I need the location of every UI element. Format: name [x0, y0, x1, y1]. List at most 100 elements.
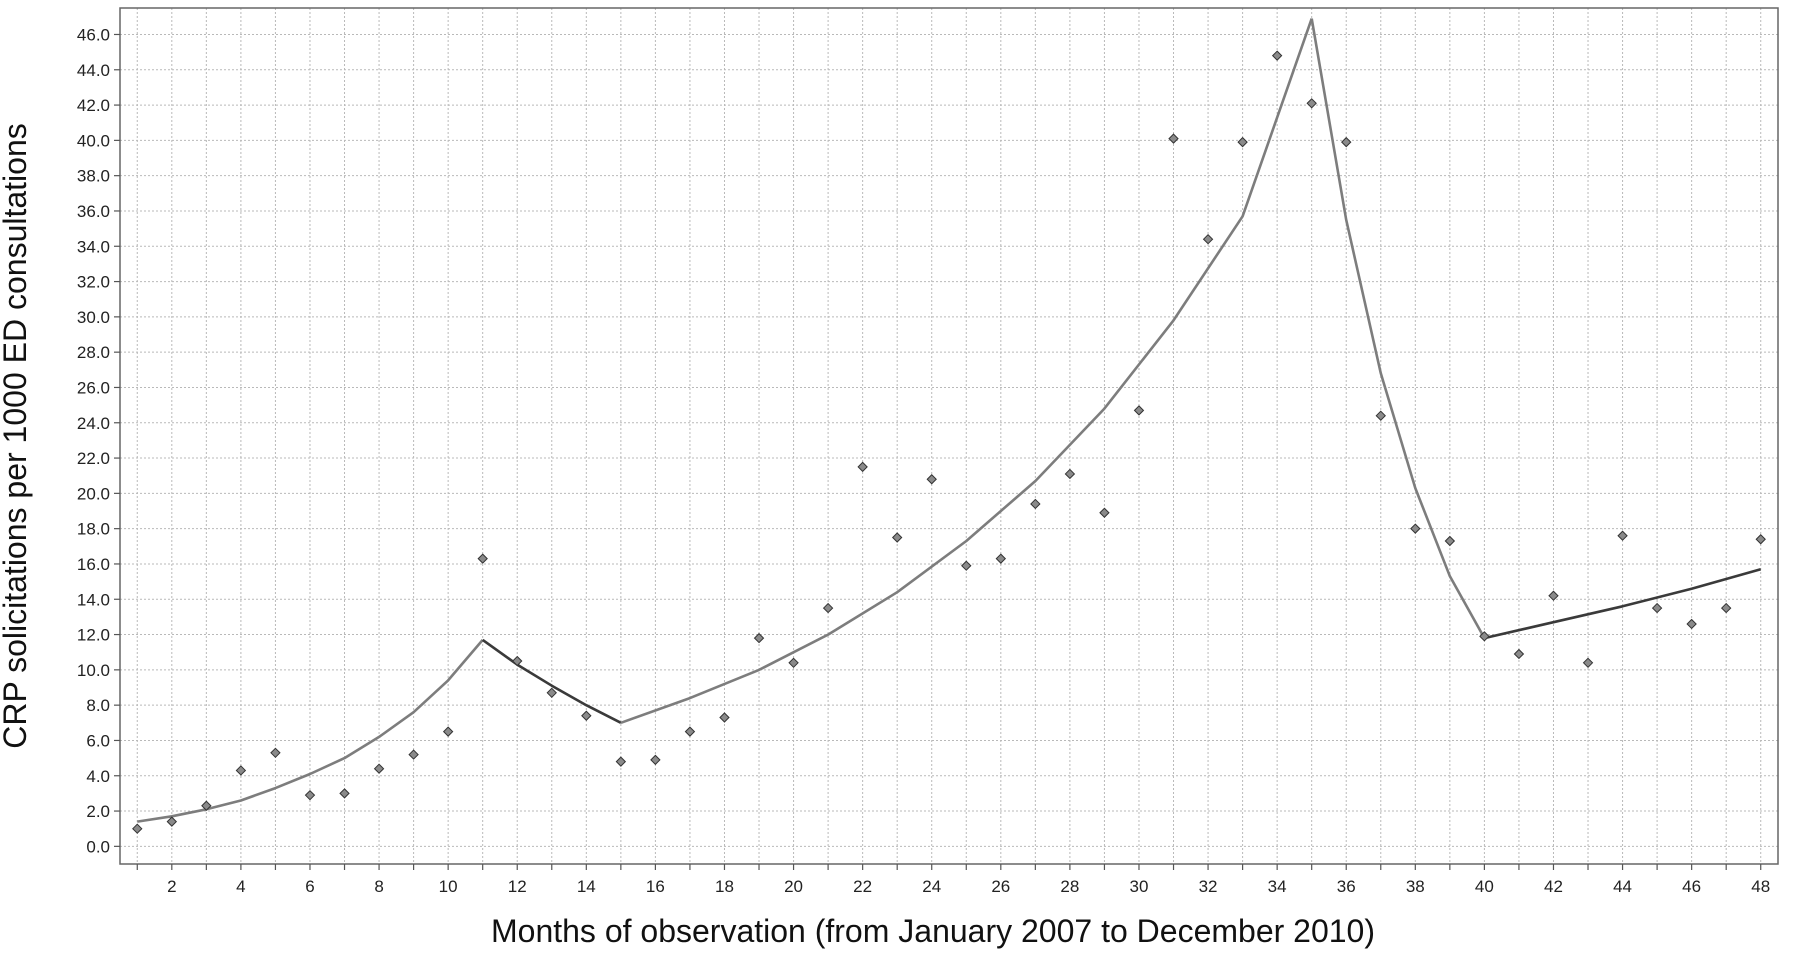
x-tick-label: 36: [1337, 877, 1356, 896]
fit-segment-4: [1310, 18, 1486, 639]
data-point: [1030, 498, 1041, 510]
x-tick-label: 40: [1475, 877, 1494, 896]
y-tick-label: 12.0: [77, 626, 110, 645]
data-point: [1720, 602, 1732, 614]
data-point: [753, 632, 765, 644]
y-tick-label: 6.0: [86, 731, 110, 750]
data-point: [719, 712, 730, 723]
data-point: [1513, 648, 1525, 660]
data-point: [1582, 657, 1594, 669]
data-point: [926, 474, 937, 485]
y-axis-title: CRP solicitations per 1000 ED consultati…: [0, 123, 33, 749]
x-tick-label: 12: [508, 877, 527, 896]
fit-segment-1: [137, 639, 484, 823]
data-point: [1375, 410, 1386, 421]
y-tick-label: 28.0: [77, 343, 110, 362]
x-axis-ticks: 2 4 6 8 10 12 14 16 18 20 22 24 26 28 30 32 34 36 38 40 42 44…: [136, 864, 1770, 896]
data-point: [132, 823, 143, 834]
data-point: [891, 532, 903, 543]
y-tick-label: 36.0: [77, 202, 110, 221]
x-tick-label: 32: [1199, 877, 1218, 896]
x-tick-label: 48: [1751, 877, 1770, 896]
y-tick-label: 42.0: [77, 96, 110, 115]
data-point: [684, 726, 696, 737]
data-point: [1755, 534, 1766, 545]
data-point: [1133, 405, 1145, 416]
data-point: [995, 553, 1007, 564]
y-tick-label: 44.0: [77, 61, 110, 80]
data-point: [1202, 234, 1214, 245]
data-point: [512, 655, 523, 667]
x-tick-label: 18: [715, 877, 734, 896]
data-point: [201, 800, 212, 811]
y-tick-label: 46.0: [77, 25, 110, 44]
plot-frame: [119, 7, 1779, 865]
data-point: [857, 461, 868, 473]
x-tick-label: 38: [1406, 877, 1425, 896]
grid: [120, 8, 1778, 864]
data-point: [270, 747, 281, 759]
y-tick-label: 8.0: [86, 696, 110, 715]
data-point: [581, 710, 592, 721]
data-point: [373, 763, 385, 774]
data-point: [1651, 602, 1663, 614]
y-tick-label: 22.0: [77, 449, 110, 468]
data-point: [408, 749, 419, 760]
data-point: [304, 789, 316, 801]
x-tick-label: 14: [577, 877, 596, 896]
x-tick-label: 20: [784, 877, 803, 896]
y-tick-label: 38.0: [77, 167, 110, 186]
x-tick-label: 44: [1613, 877, 1632, 896]
x-tick-label: 34: [1268, 877, 1287, 896]
data-point: [650, 754, 661, 766]
observed-points: [132, 50, 1766, 834]
x-tick-label: 2: [167, 877, 176, 896]
fit-segment-5: [1484, 568, 1762, 640]
fit-segment-2: [481, 638, 622, 724]
data-point: [1237, 136, 1248, 148]
y-tick-label: 26.0: [77, 378, 110, 397]
data-point: [477, 553, 488, 564]
data-point: [822, 602, 834, 614]
data-point: [1306, 98, 1317, 109]
x-tick-label: 4: [236, 877, 245, 896]
y-tick-label: 4.0: [86, 767, 110, 786]
data-point: [1479, 631, 1490, 642]
y-tick-label: 2.0: [86, 802, 110, 821]
x-tick-label: 16: [646, 877, 665, 896]
y-tick-label: 14.0: [77, 590, 110, 609]
data-point: [961, 560, 972, 571]
y-tick-label: 34.0: [77, 237, 110, 256]
data-point: [1099, 507, 1110, 518]
data-point: [615, 756, 627, 767]
x-tick-label: 24: [922, 877, 941, 896]
fit-segment-3: [620, 18, 1313, 725]
x-tick-label: 10: [439, 877, 458, 896]
x-tick-label: 28: [1060, 877, 1079, 896]
x-tick-label: 30: [1130, 877, 1149, 896]
x-tick-label: 6: [305, 877, 314, 896]
y-tick-label: 20.0: [77, 484, 110, 503]
data-point: [1548, 590, 1559, 601]
data-point: [1410, 523, 1421, 534]
data-point: [788, 657, 799, 669]
y-tick-label: 30.0: [77, 308, 110, 327]
data-point: [1271, 50, 1283, 61]
data-point: [442, 726, 454, 737]
y-tick-label: 16.0: [77, 555, 110, 574]
data-point: [1341, 136, 1352, 148]
x-tick-label: 46: [1682, 877, 1701, 896]
data-point: [339, 788, 350, 799]
y-tick-label: 32.0: [77, 273, 110, 292]
data-point: [235, 765, 247, 776]
data-point: [166, 816, 178, 827]
data-point: [1444, 535, 1456, 547]
data-point: [546, 687, 557, 699]
y-tick-label: 24.0: [77, 414, 110, 433]
x-tick-label: 22: [853, 877, 872, 896]
x-tick-label: 8: [374, 877, 383, 896]
x-tick-label: 26: [991, 877, 1010, 896]
data-point: [1064, 468, 1076, 480]
y-tick-label: 18.0: [77, 520, 110, 539]
